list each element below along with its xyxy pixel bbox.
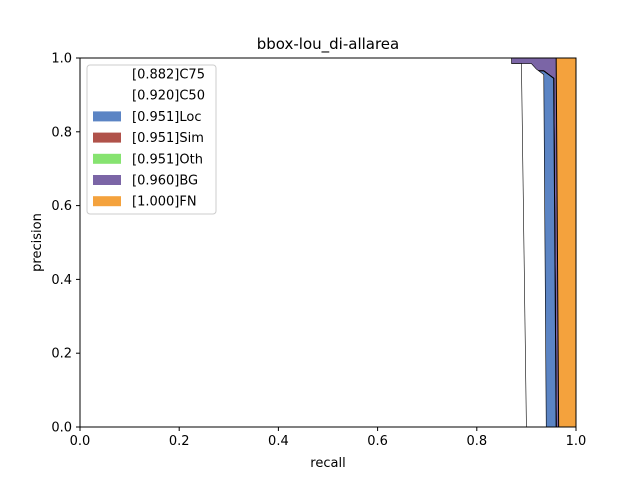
legend-swatch-fn — [93, 196, 121, 207]
legend-swatch-c75 — [93, 69, 121, 79]
legend-label-fn: [1.000]FN — [132, 195, 197, 210]
axis-ticks: 0.0 0.2 0.4 0.6 0.8 1.0 0.0 0.2 0.4 0.6 0.8 1.0 — [51, 52, 586, 450]
x-tick-label: 0.6 — [367, 434, 388, 449]
x-tick-label: 1.0 — [566, 434, 587, 449]
x-tick-label: 0.2 — [169, 434, 190, 449]
legend-label-c75: [0.882]C75 — [132, 68, 205, 83]
legend-swatch-c50 — [93, 90, 121, 101]
legend-swatch-loc — [93, 111, 121, 122]
legend-label-sim: [0.951]Sim — [132, 131, 204, 146]
x-tick-label: 0.8 — [466, 434, 487, 449]
legend-label-loc: [0.951]Loc — [132, 110, 201, 125]
x-axis-label: recall — [310, 456, 345, 471]
y-tick-label: 0.0 — [51, 421, 72, 436]
x-tick-label: 0.4 — [268, 434, 289, 449]
y-axis-label: precision — [30, 213, 45, 272]
x-tick-label: 0.0 — [70, 434, 91, 449]
legend-label-bg: [0.960]BG — [132, 174, 198, 189]
y-tick-label: 1.0 — [51, 52, 72, 67]
legend-swatch-bg — [93, 175, 121, 185]
y-tick-label: 0.4 — [51, 273, 72, 288]
chart-title: bbox-lou_di-allarea — [257, 35, 399, 54]
legend-label-oth: [0.951]Oth — [132, 152, 203, 167]
legend-label-c50: [0.920]C50 — [132, 89, 205, 104]
legend-swatch-sim — [93, 132, 121, 143]
plot-frame — [79, 57, 577, 428]
legend: [0.882]C75 [0.920]C50 [0.951]Loc [0.951]Sim… — [86, 64, 217, 215]
y-tick-label: 0.8 — [51, 125, 72, 140]
legend-swatch-oth — [93, 153, 121, 164]
y-tick-label: 0.6 — [51, 199, 72, 214]
y-tick-label: 0.2 — [51, 347, 72, 362]
